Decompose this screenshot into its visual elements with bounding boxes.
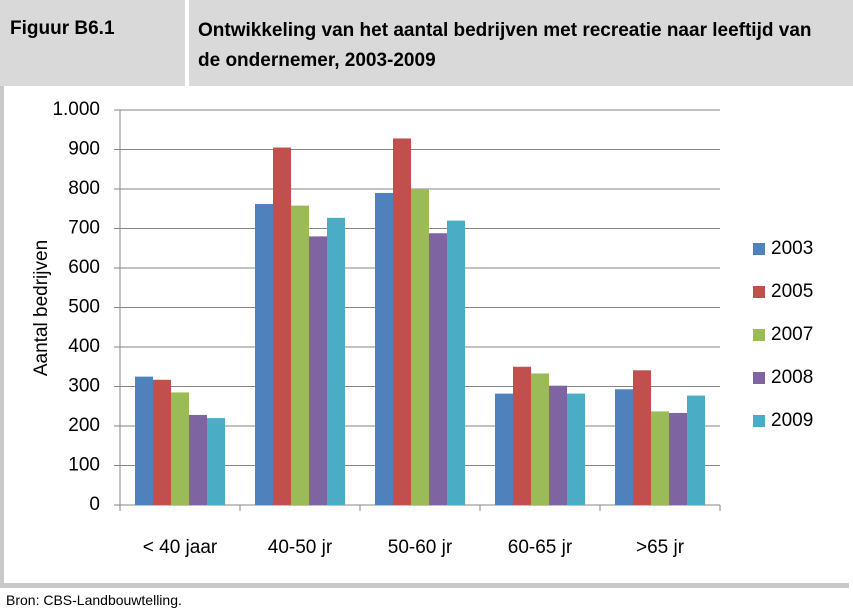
y-tick-label: 500 [68,297,100,318]
bar [531,373,549,505]
legend-label: 2009 [771,410,813,431]
y-tick-label: 200 [68,415,100,436]
bar [189,414,207,505]
bar [495,393,513,505]
y-tick-label: 300 [68,376,100,397]
legend-label: 2003 [771,238,813,259]
y-tick-label: 700 [68,218,100,239]
chart-title: Ontwikkeling van het aantal bedrijven me… [198,20,812,71]
bar [411,189,429,505]
bar [207,418,225,505]
x-tick-label: >65 jr [636,537,685,558]
legend-swatch [753,286,765,298]
legend-swatch [753,243,765,255]
bar [135,376,153,505]
bar [309,236,327,505]
source: Bron: CBS-Landbouwtelling. [6,592,182,608]
bar [567,393,585,505]
y-tick-label: 800 [68,178,100,199]
x-tick-label: < 40 jaar [143,537,218,558]
bar [255,204,273,505]
bar [615,389,633,505]
y-axis-label: Aantal bedrijven [31,240,52,376]
bar [651,411,669,505]
bar [327,217,345,505]
bar [273,147,291,505]
y-tick-label: 400 [68,336,100,357]
legend-swatch [753,372,765,384]
bar [429,233,447,506]
bar [687,395,705,505]
y-tick-label: 1.000 [52,99,100,120]
chart: Aantal bedrijven 0 100 200 300 400 500 600 700 8… [31,99,813,558]
legend-label: 2005 [771,281,813,302]
legend-label: 2008 [771,367,813,388]
bar [549,385,567,505]
x-tick-label: 60-65 jr [508,537,573,558]
bar [513,366,531,505]
bar [153,379,171,505]
y-tick-label: 600 [68,257,100,278]
legend-swatch [753,415,765,427]
y-tick-label: 900 [68,139,100,160]
bar [171,392,189,505]
header: Figuur B6.1 Ontwikkeling van het aantal … [0,0,853,86]
x-tick-label: 50-60 jr [388,537,453,558]
figure-label: Figuur B6.1 [10,18,115,39]
separator [185,0,189,86]
y-tick-label: 100 [68,455,100,476]
chart-frame [0,86,849,588]
bar [633,370,651,505]
legend-label: 2007 [771,324,813,345]
bar [375,192,393,505]
legend-swatch [753,329,765,341]
y-tick-label: 0 [89,494,100,515]
x-tick-label: 40-50 jr [268,537,333,558]
bar [669,412,687,505]
bar [393,138,411,505]
bar [447,220,465,505]
bar [291,205,309,505]
